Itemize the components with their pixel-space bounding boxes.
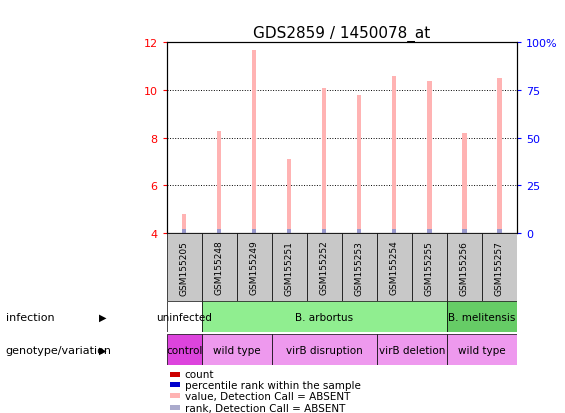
Text: GSM155251: GSM155251	[285, 240, 294, 295]
Text: GSM155255: GSM155255	[425, 240, 434, 295]
Bar	[377, 233, 412, 301]
Bar	[167, 335, 202, 366]
Bar	[272, 233, 307, 301]
Bar	[392, 229, 397, 233]
Title: GDS2859 / 1450078_at: GDS2859 / 1450078_at	[253, 26, 431, 42]
Bar	[307, 233, 342, 301]
Text: uninfected: uninfected	[157, 312, 212, 322]
Bar	[447, 335, 517, 366]
Text: ▶: ▶	[99, 345, 106, 355]
Bar	[170, 372, 180, 377]
Bar	[447, 233, 482, 301]
Text: GSM155257: GSM155257	[495, 240, 504, 295]
Bar	[252, 229, 257, 233]
Text: ▶: ▶	[99, 312, 106, 322]
Text: infection: infection	[6, 312, 54, 322]
Bar	[497, 229, 502, 233]
Bar	[427, 81, 432, 233]
Bar	[202, 301, 447, 332]
Bar	[357, 95, 362, 233]
Bar	[167, 233, 202, 301]
Bar	[202, 233, 237, 301]
Bar	[342, 233, 377, 301]
Text: GSM155205: GSM155205	[180, 240, 189, 295]
Bar	[202, 335, 272, 366]
Text: GSM155249: GSM155249	[250, 240, 259, 295]
Bar	[462, 229, 467, 233]
Bar	[237, 233, 272, 301]
Bar	[427, 229, 432, 233]
Text: virB deletion: virB deletion	[379, 345, 445, 355]
Bar	[287, 160, 292, 233]
Bar	[217, 131, 221, 233]
Text: GSM155253: GSM155253	[355, 240, 364, 295]
Bar	[392, 77, 397, 233]
Bar	[447, 301, 517, 332]
Text: genotype/variation: genotype/variation	[6, 345, 112, 355]
Bar	[322, 229, 327, 233]
Text: percentile rank within the sample: percentile rank within the sample	[185, 380, 360, 390]
Bar	[217, 229, 221, 233]
Text: B. arbortus: B. arbortus	[295, 312, 353, 322]
Bar	[170, 405, 180, 410]
Bar	[182, 229, 186, 233]
Text: value, Detection Call = ABSENT: value, Detection Call = ABSENT	[185, 391, 350, 401]
Bar	[252, 50, 257, 233]
Bar	[412, 233, 447, 301]
Text: count: count	[185, 369, 214, 380]
Bar	[287, 229, 292, 233]
Text: virB disruption: virB disruption	[286, 345, 363, 355]
Text: GSM155254: GSM155254	[390, 240, 399, 295]
Text: wild type: wild type	[458, 345, 506, 355]
Bar	[482, 233, 517, 301]
Bar	[167, 301, 202, 332]
Text: wild type: wild type	[213, 345, 260, 355]
Text: rank, Detection Call = ABSENT: rank, Detection Call = ABSENT	[185, 403, 345, 413]
Bar	[170, 382, 180, 387]
Text: GSM155248: GSM155248	[215, 240, 224, 295]
Bar	[272, 335, 377, 366]
Bar	[182, 214, 186, 233]
Bar	[377, 335, 447, 366]
Text: control: control	[166, 345, 202, 355]
Bar	[170, 394, 180, 398]
Text: GSM155256: GSM155256	[460, 240, 469, 295]
Bar	[462, 134, 467, 233]
Text: B. melitensis: B. melitensis	[448, 312, 516, 322]
Bar	[497, 79, 502, 233]
Bar	[357, 229, 362, 233]
Text: GSM155252: GSM155252	[320, 240, 329, 295]
Bar	[322, 88, 327, 233]
